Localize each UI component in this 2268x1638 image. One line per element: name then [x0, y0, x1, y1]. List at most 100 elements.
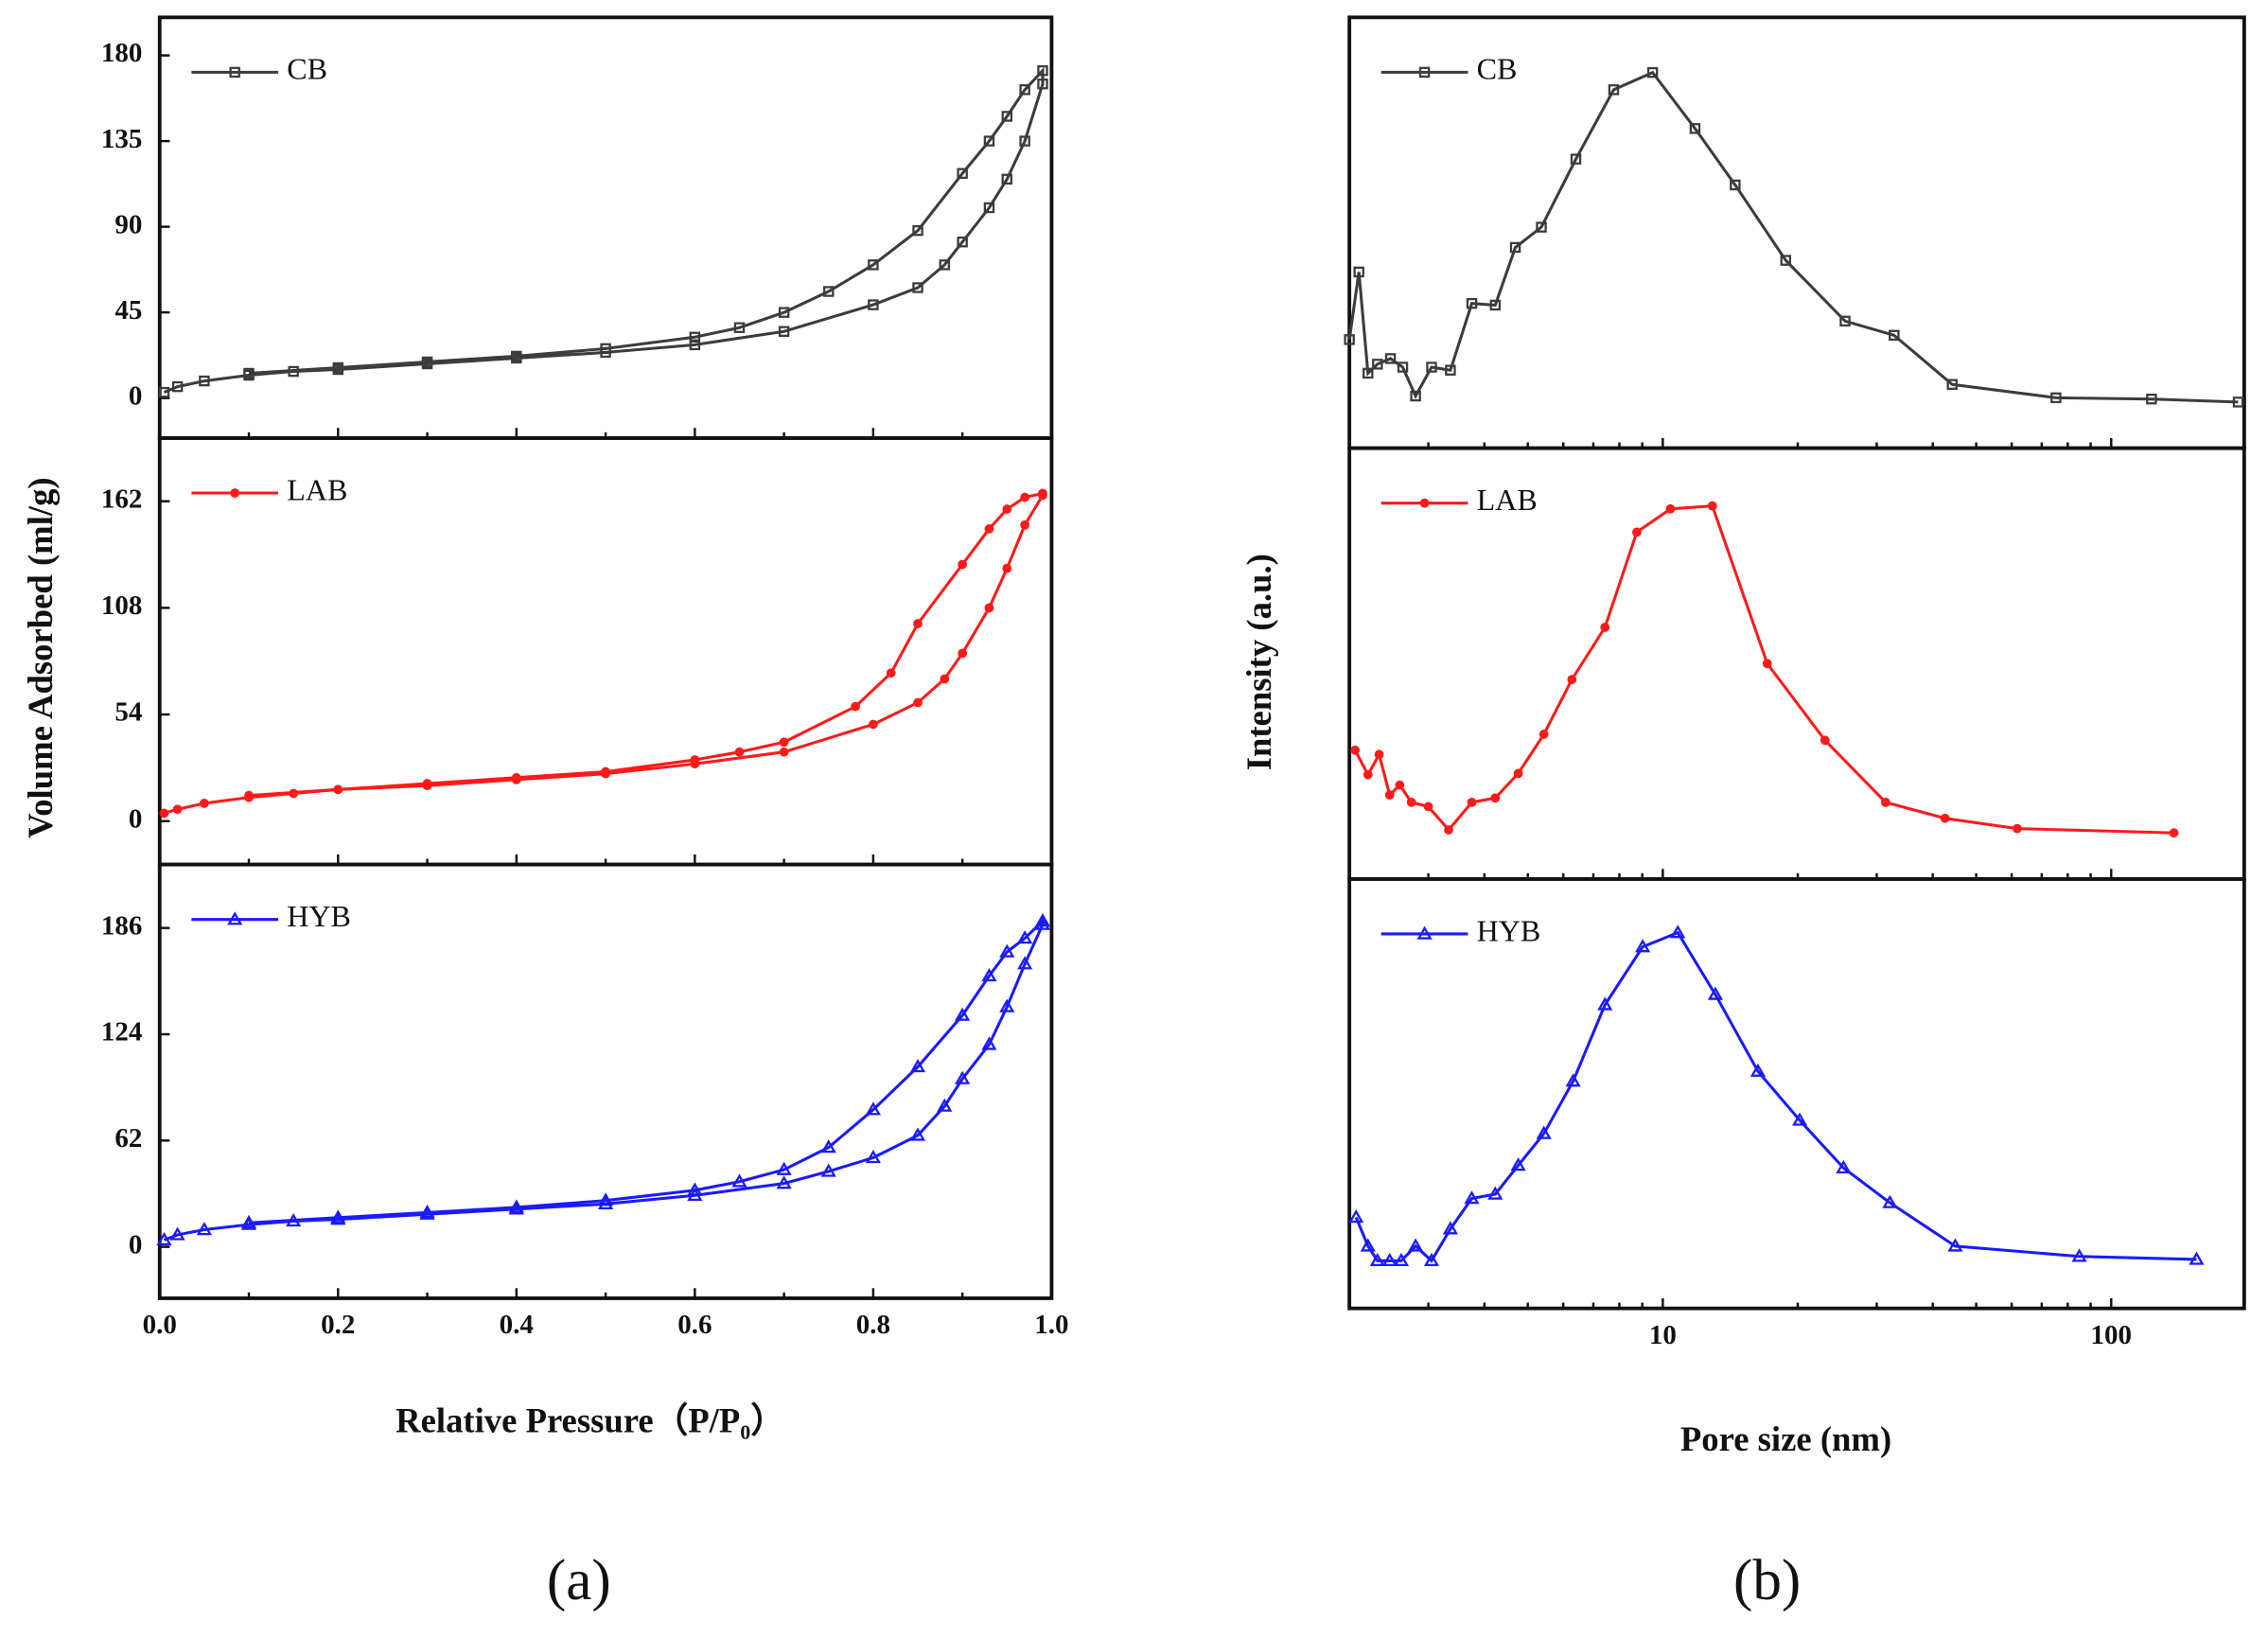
marker	[689, 331, 701, 343]
marker	[778, 326, 790, 337]
marker	[1369, 1252, 1385, 1267]
x-tick-label: 0.6	[677, 1310, 712, 1340]
marker	[598, 1195, 614, 1210]
marker	[1002, 563, 1012, 573]
marker	[820, 1163, 836, 1177]
marker	[1487, 1186, 1503, 1200]
y-tick-label: 90	[114, 209, 142, 239]
marker	[1037, 64, 1048, 77]
marker	[999, 943, 1015, 958]
marker	[2146, 393, 2157, 405]
x-tick-label: 0.0	[143, 1310, 177, 1340]
marker	[981, 1036, 997, 1050]
marker	[981, 967, 997, 982]
marker	[1001, 173, 1013, 185]
marker	[1017, 956, 1033, 970]
marker	[1536, 1125, 1552, 1139]
y-tick-label: 54	[114, 697, 142, 728]
marker	[733, 322, 746, 333]
marker	[687, 1182, 703, 1196]
marker	[1034, 912, 1051, 927]
marker	[1397, 361, 1409, 373]
marker	[868, 299, 879, 310]
marker	[1570, 153, 1582, 165]
legend-marker	[227, 911, 243, 925]
legend-label: LAB	[287, 472, 347, 506]
marker	[1426, 361, 1437, 373]
marker	[776, 1161, 792, 1175]
marker	[868, 719, 878, 730]
marker	[940, 674, 950, 684]
marker	[1730, 179, 1741, 191]
marker	[1780, 255, 1792, 266]
marker	[1395, 780, 1405, 790]
marker	[244, 790, 254, 801]
marker	[1665, 503, 1676, 514]
marker	[172, 804, 183, 815]
marker	[983, 202, 995, 214]
marker	[1348, 1209, 1364, 1224]
marker	[1034, 916, 1051, 930]
marker	[1017, 930, 1033, 944]
marker	[288, 365, 299, 378]
marker	[598, 1192, 614, 1206]
series-line	[163, 917, 1045, 1242]
marker	[984, 524, 994, 534]
marker	[333, 784, 343, 795]
marker	[421, 356, 433, 368]
marker	[1442, 1221, 1458, 1235]
marker	[171, 380, 184, 393]
x-tick-label: 10	[1649, 1320, 1677, 1350]
marker	[1632, 527, 1642, 537]
marker	[1466, 297, 1478, 309]
y-axis-label: Intensity (a.u.)	[1239, 554, 1278, 770]
marker	[937, 1098, 953, 1112]
marker	[1510, 1157, 1526, 1171]
legend-marker	[1418, 66, 1431, 79]
marker	[1020, 492, 1030, 502]
marker	[422, 779, 432, 788]
series-line	[164, 491, 1045, 815]
marker	[508, 1199, 524, 1213]
marker	[1037, 79, 1048, 90]
marker	[511, 772, 521, 783]
marker	[1002, 504, 1012, 514]
marker	[958, 648, 968, 659]
marker	[984, 603, 994, 613]
y-tick-label: 180	[101, 38, 143, 68]
legend-label: HYB	[287, 899, 351, 933]
marker	[999, 998, 1015, 1013]
x-tick-label: 1.0	[1034, 1310, 1068, 1340]
marker	[823, 286, 835, 297]
marker	[865, 1149, 881, 1164]
marker	[1410, 390, 1421, 402]
marker	[1489, 299, 1502, 311]
marker	[1363, 367, 1374, 379]
marker	[2169, 828, 2179, 838]
marker	[1749, 1063, 1767, 1077]
marker	[1374, 749, 1384, 760]
marker	[1565, 1073, 1581, 1087]
series-line	[1353, 504, 2174, 835]
marker	[159, 808, 169, 819]
marker	[169, 1226, 185, 1241]
marker	[1423, 801, 1433, 812]
y-tick-label: 0	[129, 380, 143, 411]
marker	[1635, 939, 1651, 953]
marker	[286, 1213, 302, 1227]
marker	[1001, 111, 1013, 122]
marker	[1839, 315, 1851, 327]
marker	[1363, 769, 1373, 780]
marker	[156, 1231, 172, 1246]
marker	[868, 259, 879, 271]
x-tick-label: 0.8	[856, 1310, 890, 1340]
y-tick-label: 108	[101, 590, 143, 621]
legend-marker	[1416, 925, 1433, 940]
marker	[865, 1101, 881, 1116]
marker	[955, 1070, 971, 1084]
marker	[1344, 334, 1355, 345]
marker	[939, 259, 951, 271]
marker	[1360, 1238, 1376, 1252]
marker	[1350, 745, 1361, 755]
